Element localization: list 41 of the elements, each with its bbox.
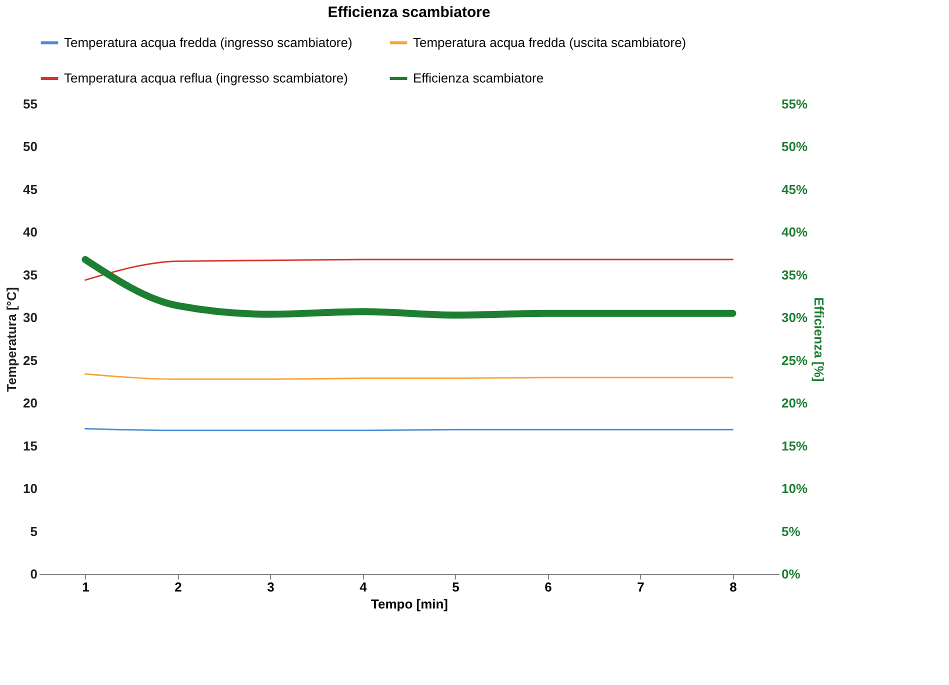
y2-tick-label: 45%: [782, 182, 808, 197]
y2-tick-label: 50%: [782, 139, 808, 154]
x-axis-title: Tempo [min]: [370, 596, 448, 612]
legend-label: Temperatura acqua reflua (ingresso scambiatore): [64, 70, 348, 86]
x-tick-label: 3: [267, 580, 274, 594]
y2-tick-label: 5%: [782, 524, 801, 539]
y-tick-label: 50: [23, 139, 38, 154]
y-tick-label: 10: [23, 481, 38, 496]
y-tick-label: 0: [30, 566, 38, 582]
y-tick-label: 25: [23, 352, 38, 368]
y2-tick-label: 20%: [782, 396, 808, 411]
y2-tick-label: 10%: [782, 481, 808, 496]
y-tick-label: 45: [23, 182, 38, 197]
y-tick-label: 20: [23, 396, 38, 411]
x-tick-label: 4: [360, 580, 368, 594]
y-tick-label: 55: [23, 96, 38, 112]
y-tick-label: 30: [23, 310, 38, 326]
line-series: [84, 258, 734, 281]
x-tick-label: 1: [82, 580, 90, 594]
x-tick-label: 7: [637, 580, 644, 594]
legend-label: Temperatura acqua fredda (uscita scambiatore): [413, 34, 686, 50]
y-tick-label: 35: [23, 267, 38, 282]
y2-tick-label: 35%: [782, 267, 808, 282]
x-tick-label: 2: [174, 580, 182, 594]
y2-tick-label: 15%: [782, 438, 808, 454]
x-tick-label: 8: [730, 580, 737, 594]
legend-label: Temperatura acqua fredda (ingresso scambiatore): [64, 34, 352, 50]
y2-tick-label: 55%: [782, 96, 808, 112]
y2-tick-label: 40%: [782, 224, 808, 240]
y2-tick-label: 0%: [782, 566, 801, 582]
x-tick-label: 5: [452, 580, 460, 594]
y-tick-label: 15: [23, 438, 38, 454]
y-tick-label: 40: [23, 224, 38, 240]
y2-tick-label: 25%: [782, 352, 808, 368]
x-tick-label: 6: [544, 580, 552, 594]
y-axis-title: Temperatura [°C]: [4, 287, 20, 392]
y2-tick-label: 30%: [782, 310, 808, 326]
legend-label: Efficienza scambiatore: [413, 70, 544, 86]
y2-axis-title: Efficienza [%]: [812, 297, 827, 382]
y-tick-label: 5: [30, 524, 38, 539]
chart-title: Efficienza scambiatore: [328, 4, 490, 21]
